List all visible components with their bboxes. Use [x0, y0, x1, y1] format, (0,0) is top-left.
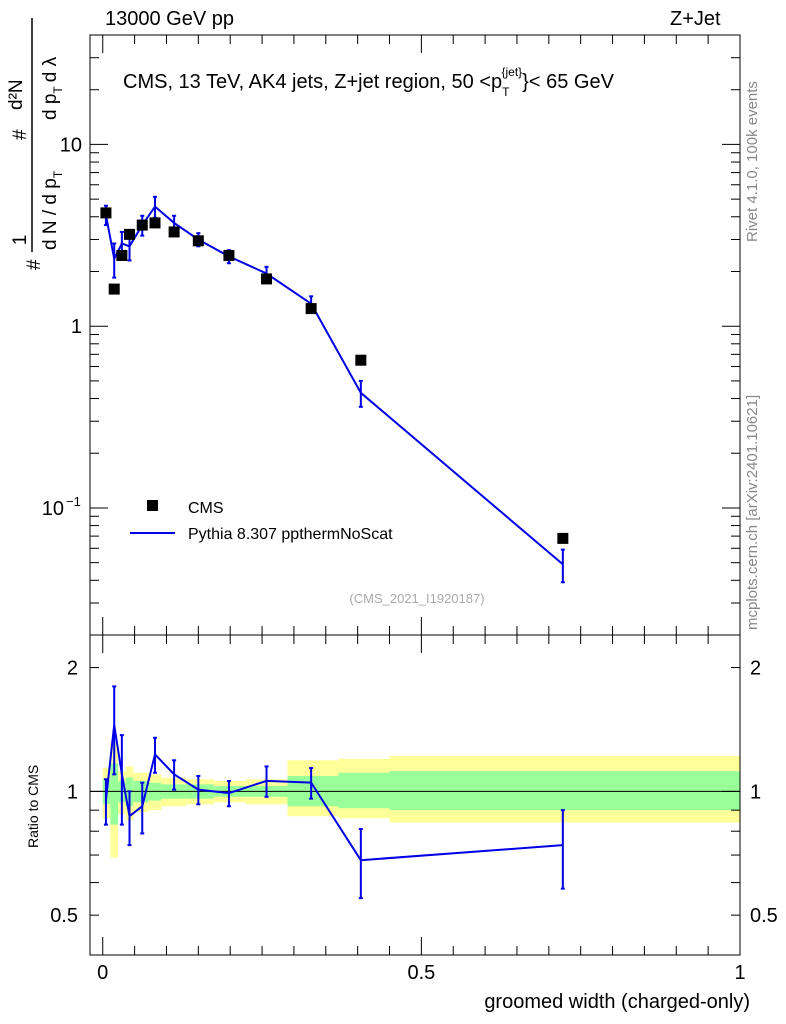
legend-label-mc: Pythia 8.307 ppthermNoScat: [188, 526, 393, 543]
ylabel-hash2: #: [10, 129, 31, 140]
svg-text:1: 1: [10, 235, 31, 246]
x-axis-label: groomed width (charged-only): [484, 991, 750, 1013]
cms-data-point: [124, 228, 136, 240]
x-tick-label: 0.5: [407, 962, 435, 984]
title-sub: T: [502, 85, 510, 99]
main-y-axis-label: # 1 d N / d pT # d²N d pTd λ: [6, 18, 65, 270]
ylabel-d2n: d²N: [6, 79, 27, 110]
ratio-plot-frame: [89, 634, 741, 956]
title-main: CMS, 13 TeV, AK4 jets, Z+jet region, 50 …: [123, 71, 502, 93]
header-process-label: 13000 GeV pp: [105, 8, 234, 30]
svg-text:d pTd λ: d pTd λ: [40, 56, 65, 120]
ratio-y-axis-label: Ratio to CMS: [25, 765, 41, 848]
legend-label-cms: CMS: [188, 500, 224, 517]
cms-data-point: [168, 226, 180, 238]
ratio-y-tick-label-right: 2: [750, 658, 761, 680]
svg-text:d²N: d²N: [6, 79, 27, 110]
main-y-tick-exponent: −1: [66, 494, 81, 509]
x-tick-label: 0: [97, 962, 108, 984]
ratio-y-tick-label-right: 0.5: [750, 905, 778, 927]
cms-data-point: [557, 532, 569, 544]
header-analysis-label: Z+Jet: [670, 8, 721, 30]
ylabel-t2: T: [51, 86, 65, 94]
cms-data-point: [192, 235, 204, 247]
ratio-y-tick-label-left: 0.5: [50, 905, 78, 927]
ylabel-dl: d λ: [40, 56, 61, 82]
band-inner-12: [389, 771, 740, 811]
main-y-tick-label: 1: [71, 316, 82, 338]
cms-data-point: [261, 273, 273, 285]
ylabel-t: T: [51, 170, 65, 178]
band-inner-11: [338, 772, 390, 809]
cms-data-point: [149, 217, 161, 229]
ratio-y-tick-label-right: 1: [750, 781, 761, 803]
cms-data-point: [116, 249, 128, 261]
x-tick-label: 1: [734, 962, 745, 984]
mc-line: [104, 205, 564, 566]
ratio-y-tick-label-left: 2: [67, 658, 78, 680]
plot-title: CMS, 13 TeV, AK4 jets, Z+jet region, 50 …: [123, 65, 615, 99]
cms-data-point: [355, 354, 367, 366]
ylabel-dn: d N / d p: [40, 178, 61, 250]
ratio-y-tick-label-left: 1: [67, 781, 78, 803]
ylabel-hash: #: [24, 259, 45, 270]
ylabel-dp: d p: [40, 94, 61, 120]
band-inner-1: [110, 763, 119, 825]
legend-marker-cms: [147, 500, 158, 511]
title-sup: {jet}: [501, 65, 522, 79]
cms-data-point: [223, 249, 235, 261]
analysis-watermark: (CMS_2021_I1920187): [349, 591, 484, 606]
cms-data-point: [108, 283, 120, 295]
svg-text:d N / d pT: d N / d pT: [40, 170, 65, 250]
svg-text:#: #: [24, 259, 45, 270]
cms-data-point: [100, 207, 112, 219]
ylabel-one: 1: [10, 235, 31, 246]
main-plot-frame: [89, 34, 741, 636]
main-y-tick-label: 10: [42, 498, 64, 520]
cms-data-point: [136, 219, 148, 231]
svg-text:#: #: [10, 129, 31, 140]
title-tail: }< 65 GeV: [522, 71, 614, 93]
cms-data-point: [305, 303, 317, 315]
main-y-tick-label: 10: [60, 134, 82, 156]
